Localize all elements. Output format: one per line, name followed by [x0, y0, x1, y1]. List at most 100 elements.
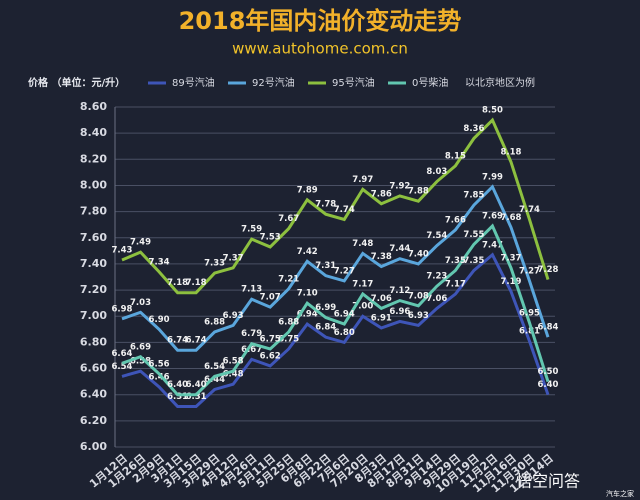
- data-label: 7.18: [167, 278, 188, 288]
- data-label: 7.27: [334, 266, 355, 276]
- data-label: 6.40: [538, 380, 559, 390]
- data-label: 6.90: [149, 315, 170, 325]
- y-tick-label: 8.60: [80, 100, 107, 113]
- data-label: 8.50: [482, 106, 503, 116]
- data-label: 6.40: [167, 380, 188, 390]
- data-label: 6.31: [186, 392, 207, 402]
- data-label: 8.18: [500, 147, 521, 157]
- source: 汽车之家: [606, 489, 634, 498]
- data-label: 6.48: [223, 370, 244, 380]
- data-label: 6.62: [260, 351, 281, 361]
- data-label: 6.74: [186, 336, 207, 346]
- y-tick-label: 7.40: [80, 257, 107, 270]
- data-label: 7.89: [297, 185, 318, 195]
- data-label: 6.50: [538, 367, 559, 377]
- data-label: 6.75: [260, 334, 281, 344]
- data-label: 7.92: [389, 181, 410, 191]
- data-label: 7.74: [334, 205, 355, 215]
- legend-label: 92号汽油: [252, 76, 295, 89]
- data-label: 7.21: [278, 274, 299, 284]
- data-label: 7.37: [500, 253, 521, 263]
- y-tick-label: 6.20: [80, 414, 107, 427]
- data-label: 7.17: [445, 280, 466, 290]
- y-tick-label: 8.20: [80, 152, 107, 165]
- data-label: 7.38: [371, 252, 392, 262]
- series-line: [121, 117, 550, 295]
- data-label: 6.96: [389, 307, 410, 317]
- data-label: 7.68: [500, 213, 521, 223]
- y-tick-label: 6.00: [80, 440, 107, 453]
- y-tick-label: 7.00: [80, 309, 107, 322]
- y-tick-label: 6.60: [80, 362, 107, 375]
- chart-subtitle: www.autohome.com.cn: [232, 40, 408, 58]
- data-label: 7.97: [352, 175, 373, 185]
- y-tick-label: 8.00: [80, 178, 107, 191]
- data-label: 7.44: [389, 244, 410, 254]
- data-label: 7.53: [260, 232, 281, 242]
- data-label: 7.33: [204, 259, 225, 269]
- data-label: 7.08: [408, 291, 429, 301]
- legend-label: 95号汽油: [332, 76, 375, 89]
- data-label: 6.99: [315, 303, 336, 313]
- data-label: 6.93: [223, 311, 244, 321]
- y-tick-label: 6.40: [80, 388, 107, 401]
- data-label: 6.98: [112, 304, 133, 314]
- y-tick-label: 7.20: [80, 283, 107, 296]
- data-label: 7.17: [352, 280, 373, 290]
- data-label: 6.54: [204, 362, 225, 372]
- data-label: 7.35: [463, 256, 484, 266]
- data-label: 7.69: [482, 212, 503, 222]
- data-label: 7.40: [408, 249, 429, 259]
- data-label: 7.43: [112, 246, 133, 256]
- y-tick-label: 7.60: [80, 231, 107, 244]
- data-label: 7.06: [426, 294, 447, 304]
- data-label: 6.40: [186, 380, 207, 390]
- series-line: [121, 184, 550, 352]
- data-label: 6.67: [241, 345, 262, 355]
- data-label: 8.15: [445, 151, 466, 161]
- data-label: 7.66: [445, 215, 466, 225]
- y-tick-label: 8.40: [80, 126, 107, 139]
- data-label: 6.46: [149, 372, 170, 382]
- data-label: 6.80: [334, 328, 355, 338]
- data-label: 7.86: [371, 189, 392, 199]
- data-label: 7.03: [130, 298, 151, 308]
- data-label: 7.99: [482, 172, 503, 182]
- data-label: 7.07: [260, 293, 281, 303]
- y-axis-label: 价格 （单位：元/升）: [28, 76, 125, 89]
- data-label: 7.23: [426, 272, 447, 282]
- data-label: 6.81: [519, 327, 540, 337]
- data-label: 6.56: [149, 359, 170, 369]
- y-tick-label: 7.80: [80, 205, 107, 218]
- data-label: 7.31: [315, 261, 336, 271]
- data-label: 7.06: [371, 294, 392, 304]
- data-label: 6.79: [241, 329, 262, 339]
- data-label: 6.84: [538, 323, 559, 333]
- data-label: 7.54: [426, 231, 447, 241]
- data-label: 6.94: [297, 310, 318, 320]
- data-label: 7.55: [463, 230, 484, 240]
- data-label: 7.13: [241, 285, 262, 295]
- legend-label: 0号柴油: [412, 76, 448, 89]
- data-label: 7.49: [130, 238, 151, 248]
- data-label: 7.78: [315, 200, 336, 210]
- note: 以北京地区为例: [465, 76, 535, 89]
- data-label: 7.18: [186, 278, 207, 288]
- watermark: 悟空问答: [516, 472, 580, 491]
- data-label: 6.58: [130, 357, 151, 367]
- data-label: 6.54: [112, 362, 133, 372]
- data-label: 6.88: [204, 317, 225, 327]
- data-label: 7.59: [241, 225, 262, 235]
- data-label: 7.19: [500, 277, 521, 287]
- data-label: 7.88: [408, 187, 429, 197]
- data-label: 6.31: [167, 392, 188, 402]
- data-label: 7.74: [519, 205, 540, 215]
- data-label: 6.95: [519, 308, 540, 318]
- data-label: 6.69: [130, 342, 151, 352]
- y-tick-label: 6.80: [80, 335, 107, 348]
- data-label: 7.67: [278, 214, 299, 224]
- data-label: 7.27: [519, 266, 540, 276]
- data-label: 6.74: [167, 336, 188, 346]
- data-label: 7.37: [223, 253, 244, 263]
